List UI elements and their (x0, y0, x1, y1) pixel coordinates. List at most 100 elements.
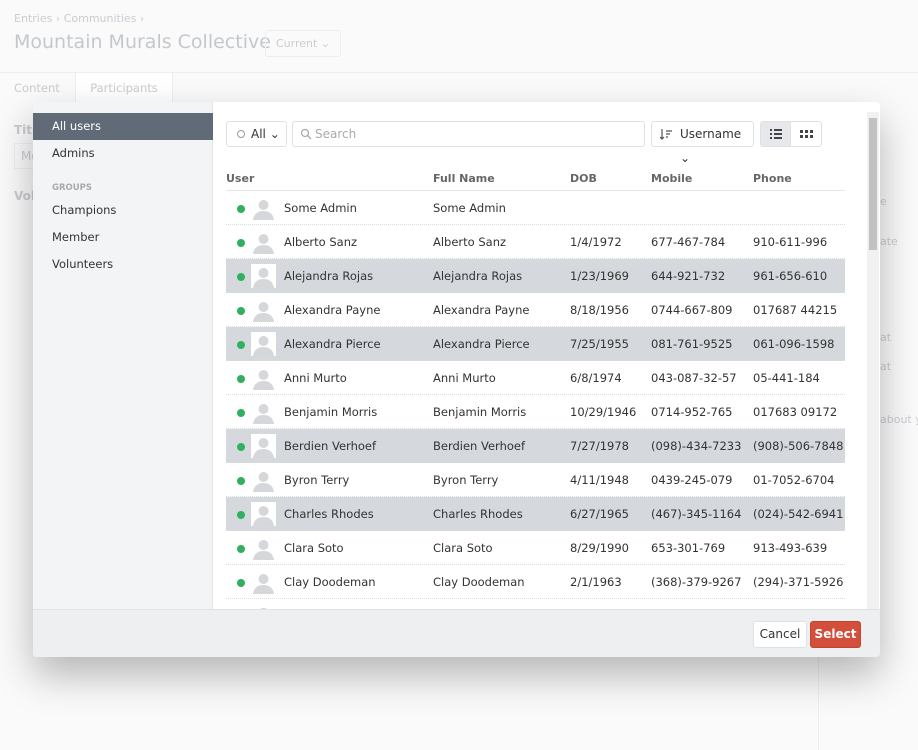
cell-full-name: Berdien Verhoef (433, 439, 526, 453)
status-dot (237, 409, 245, 417)
cell-mobile: (098)-434-7233 (651, 439, 742, 453)
table-row[interactable]: Berdien Verhoef Berdien Verhoef 7/27/1978 (… (226, 429, 845, 463)
sort-icon (660, 129, 672, 140)
avatar (251, 502, 276, 526)
cell-username: Alexandra Pierce (284, 337, 381, 351)
fragment: about yo (880, 413, 918, 426)
table-row[interactable]: Some Admin Some Admin (226, 191, 845, 225)
table-row[interactable]: Charles Rhodes Charles Rhodes 6/27/1965 (46… (226, 497, 845, 531)
table-row[interactable]: Alberto Sanz Alberto Sanz 1/4/1972 677-467-… (226, 225, 845, 259)
scrollbar[interactable] (867, 112, 879, 609)
fragment: ate (880, 235, 898, 248)
status-dot (237, 579, 245, 587)
column-header[interactable]: User (226, 172, 255, 185)
table-row[interactable]: Clay Doodeman Clay Doodeman 2/1/1963 (368)-… (226, 565, 845, 599)
grid-view[interactable] (792, 122, 822, 146)
table-row[interactable]: Anni Murto Anni Murto 6/8/1974 043-087-32-5… (226, 361, 845, 395)
cell-mobile: 644-921-732 (651, 269, 726, 283)
cell-mobile: (368)-379-9267 (651, 575, 742, 589)
cell-full-name: Alexandra Payne (433, 303, 530, 317)
cell-full-name: Some Admin (433, 201, 506, 215)
cell-phone: 017683 09172 (753, 405, 838, 419)
status-button[interactable]: Current ⌄ (265, 30, 342, 57)
fragment: Vol (14, 189, 35, 203)
column-header[interactable]: Phone (753, 172, 792, 185)
sidebar-item[interactable]: All users (33, 113, 213, 140)
sidebar-group[interactable]: Member (52, 230, 100, 244)
list-view[interactable] (761, 122, 791, 146)
cell-dob: 7/27/1978 (570, 439, 629, 453)
table-row (226, 599, 845, 609)
breadcrumb-item[interactable]: Communities (63, 12, 137, 25)
cell-dob: 2/1/1963 (570, 575, 622, 589)
column-header[interactable]: Full Name (433, 172, 495, 185)
cancel-button[interactable]: Cancel (753, 621, 807, 648)
cell-username: Benjamin Morris (284, 405, 378, 419)
avatar (251, 230, 276, 254)
cell-mobile: 081-761-9525 (651, 337, 733, 351)
avatar (251, 264, 276, 288)
avatar (251, 298, 276, 322)
sidebar-item[interactable]: Admins (52, 146, 95, 160)
sidebar-group[interactable]: Volunteers (52, 257, 114, 271)
status-dot (237, 545, 245, 553)
table-row[interactable]: Benjamin Morris Benjamin Morris 10/29/1946… (226, 395, 845, 429)
table-row[interactable]: Alexandra Pierce Alexandra Pierce 7/25/195… (226, 327, 845, 361)
cell-full-name: Byron Terry (433, 473, 499, 487)
cell-dob: 4/11/1948 (570, 473, 629, 487)
cell-dob: 8/18/1956 (570, 303, 629, 317)
cell-mobile: 0744-667-809 (651, 303, 733, 317)
divider (0, 72, 918, 73)
view-toggle (760, 121, 822, 147)
filter-button[interactable]: All ⌄ (226, 121, 287, 147)
modal: GROUPS All users Admins Champions Member Vol… (33, 102, 880, 657)
group-heading: GROUPS (52, 183, 93, 193)
cell-mobile: 0439-245-079 (651, 473, 733, 487)
fragment: Titl (14, 123, 37, 137)
cell-full-name: Alberto Sanz (433, 235, 507, 249)
cell-username: Byron Terry (284, 473, 350, 487)
cell-dob: 1/4/1972 (570, 235, 622, 249)
avatar (251, 332, 276, 356)
search-input[interactable]: Search (292, 121, 645, 147)
table-row[interactable]: Alexandra Payne Alexandra Payne 8/18/1956 0… (226, 293, 845, 327)
status-dot (237, 273, 245, 281)
table-row[interactable]: Clara Soto Clara Soto 8/29/1990 653-301-769… (226, 531, 845, 565)
column-header[interactable]: Mobile (651, 172, 693, 185)
tab[interactable]: Content (14, 81, 60, 95)
cell-dob: 10/29/1946 (570, 405, 637, 419)
table-row[interactable]: Alejandra Rojas Alejandra Rojas 1/23/1969 6… (226, 259, 845, 293)
breadcrumb-item[interactable]: Entries (14, 12, 53, 25)
status-dot (237, 375, 245, 383)
status-dot (237, 511, 245, 519)
cell-phone: 913-493-639 (753, 541, 828, 555)
sidebar-group[interactable]: Champions (52, 203, 117, 217)
search-icon (300, 128, 312, 140)
cell-full-name: Benjamin Morris (433, 405, 527, 419)
avatar (251, 434, 276, 458)
column-header[interactable]: DOB (570, 172, 597, 185)
table-row[interactable]: Byron Terry Byron Terry 4/11/1948 0439-245-… (226, 463, 845, 497)
cell-dob: 6/27/1965 (570, 507, 629, 521)
avatar (251, 400, 276, 424)
cell-full-name: Clay Doodeman (433, 575, 525, 589)
avatar (251, 366, 276, 390)
tab[interactable]: Participants (75, 72, 173, 104)
cell-phone: 961-656-610 (753, 269, 828, 283)
status-dot (237, 307, 245, 315)
cell-mobile: 043-087-32-57 (651, 371, 737, 385)
cell-full-name: Charles Rhodes (433, 507, 523, 521)
avatar (251, 468, 276, 492)
cell-dob: 6/8/1974 (570, 371, 622, 385)
cell-mobile: (467)-345-1164 (651, 507, 742, 521)
cell-username: Clara Soto (284, 541, 344, 555)
cell-full-name: Clara Soto (433, 541, 493, 555)
footer: Cancel Select (33, 609, 880, 657)
avatar (251, 536, 276, 560)
cell-username: Clay Doodeman (284, 575, 376, 589)
select-button[interactable]: Select (810, 621, 861, 648)
avatar (251, 604, 276, 609)
cell-username: Alberto Sanz (284, 235, 358, 249)
cell-phone: 017687 44215 (753, 303, 838, 317)
